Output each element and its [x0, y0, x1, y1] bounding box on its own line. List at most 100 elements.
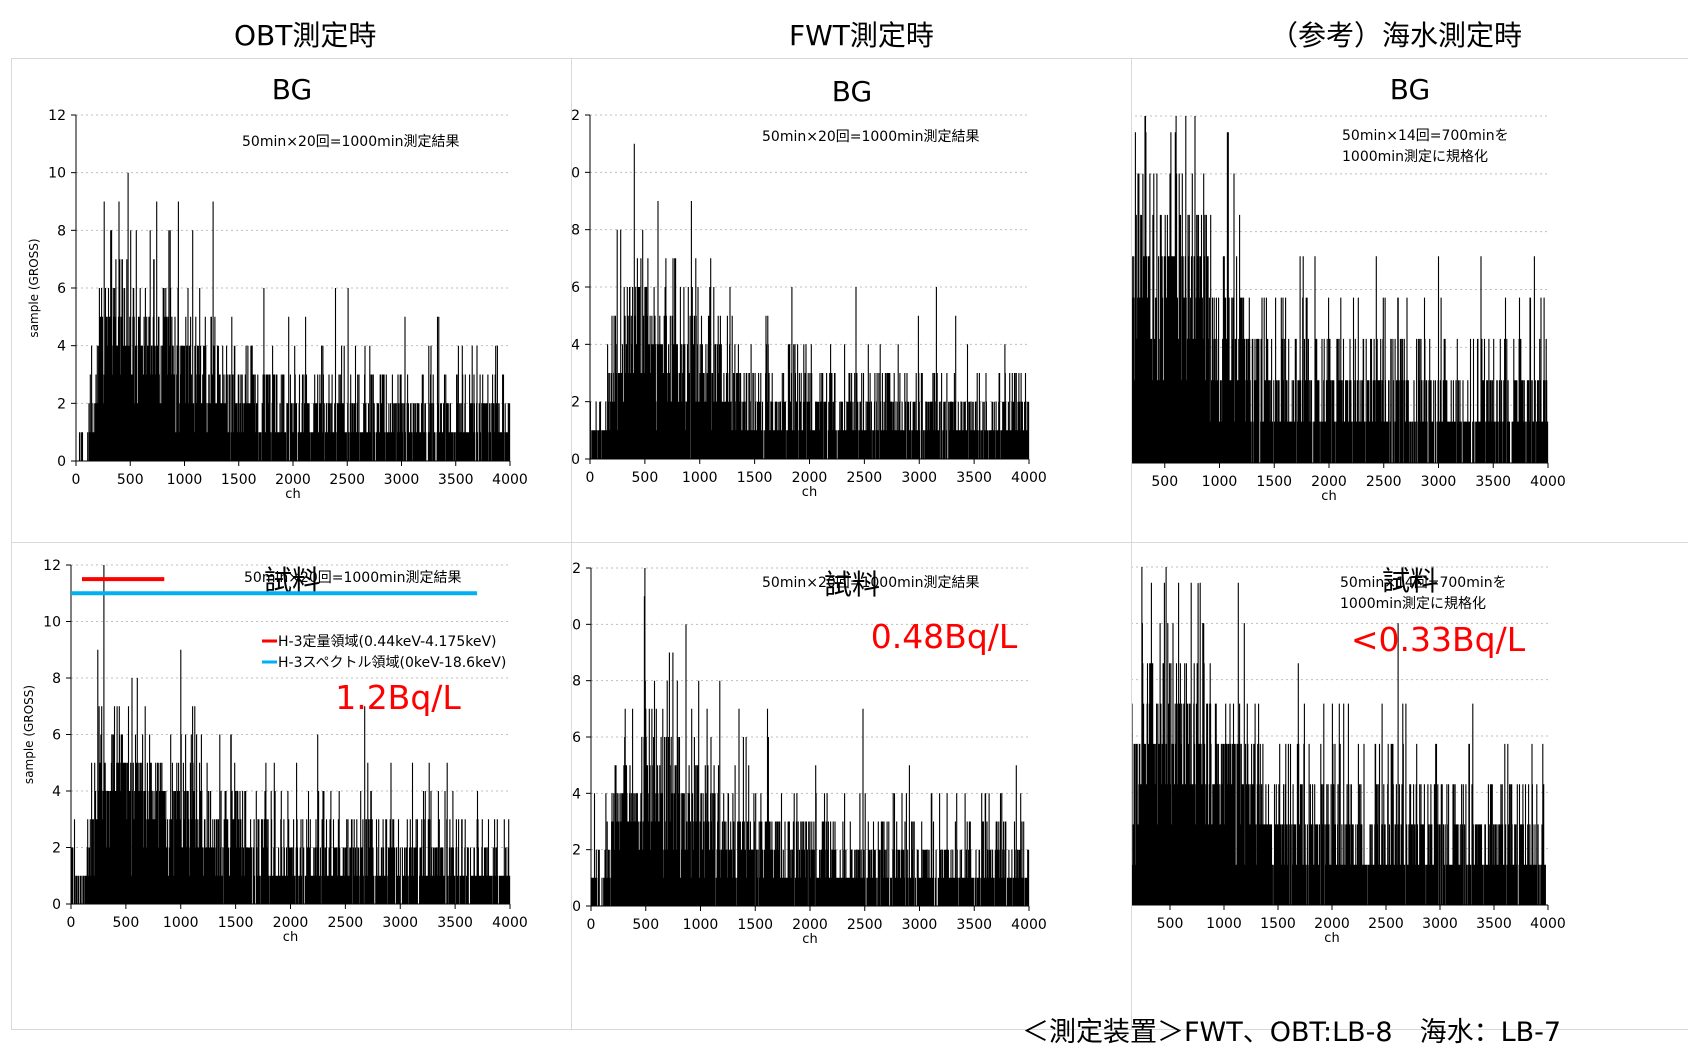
y-tick-label: 2 — [52, 841, 61, 857]
spectrum-series — [70, 565, 511, 904]
plot-area: 0246810120500100015002000250030003500400… — [572, 108, 1047, 500]
y-tick-label: 4 — [572, 337, 580, 353]
spectrum-series — [590, 568, 1030, 906]
chart-panel-fwt-bg: BG 0 2 4 6 8 10 12 0 500 1000 1500 2000 2500 3000 3500… — [571, 58, 1133, 544]
x-tick-label: 2000 — [1314, 916, 1350, 932]
y-axis-label: sample (GROSS) — [22, 685, 36, 784]
x-tick-label: 500 — [1151, 474, 1178, 490]
x-tick-label: 2000 — [792, 470, 828, 486]
x-axis-label: ch — [802, 485, 817, 500]
y-tick-label: 8 — [572, 223, 580, 239]
x-tick-label: 4000 — [1530, 916, 1566, 932]
plot-area: 0246810120500100015002000250030003500400… — [572, 561, 1047, 947]
y-tick-label: 12 — [572, 561, 581, 577]
result-value: 0.48Bq/L — [871, 617, 1018, 656]
y-tick-label: 8 — [572, 674, 581, 690]
x-tick-label: 3500 — [956, 917, 992, 933]
y-tick-label: 10 — [48, 166, 66, 182]
x-tick-label: 1500 — [218, 915, 254, 931]
x-tick-label: 500 — [117, 472, 144, 488]
column-title-obt: OBT測定時 — [234, 19, 377, 52]
column-title-fwt: FWT測定時 — [789, 19, 934, 52]
x-tick-label: 1500 — [221, 472, 257, 488]
x-tick-label: 3000 — [1422, 916, 1458, 932]
x-tick-label: 500 — [632, 470, 659, 486]
x-tick-label: 1000 — [167, 472, 203, 488]
x-tick-label: 3500 — [1475, 474, 1511, 490]
x-tick-label: 4000 — [1011, 470, 1047, 486]
y-tick-label: 12 — [48, 108, 66, 124]
footer-device-note: ＜測定装置＞FWT、OBT:LB-8 海水：LB-7 — [1022, 1017, 1562, 1048]
x-axis-label: ch — [802, 932, 817, 947]
legend-entry: H-3スペクトル領域(0keV-18.6keV) — [278, 654, 506, 671]
x-tick-label: 0 — [586, 470, 595, 486]
x-tick-label: 0 — [72, 472, 81, 488]
y-tick-label: 0 — [572, 452, 580, 468]
y-tick-label: 4 — [57, 339, 66, 355]
x-tick-label: 4000 — [492, 915, 528, 931]
x-tick-label: 2500 — [1366, 474, 1402, 490]
x-tick-label: 2000 — [273, 915, 309, 931]
x-tick-label: 2500 — [329, 472, 365, 488]
x-tick-label: 4000 — [492, 472, 528, 488]
x-tick-label: 2500 — [847, 470, 883, 486]
chart-title: BG — [271, 73, 313, 106]
y-tick-label: 10 — [572, 617, 581, 633]
x-tick-label: 500 — [1157, 916, 1184, 932]
x-tick-label: 3500 — [437, 915, 473, 931]
chart-panel-fwt-sample: 試料 0 2 4 6 8 10 12 0 500 1000 1500 2000 2500 3000 3500… — [571, 542, 1133, 1030]
measurement-note: 50min×20回=1000min測定結果 — [762, 575, 980, 591]
measurement-note: 1000min測定に規格化 — [1340, 596, 1486, 612]
y-tick-label: 4 — [52, 784, 61, 800]
x-tick-label: 2500 — [847, 917, 883, 933]
x-tick-label: 3000 — [902, 917, 938, 933]
spectrum-series — [589, 143, 1030, 459]
measurement-note: 1000min測定に規格化 — [1342, 149, 1488, 165]
y-tick-label: 8 — [57, 223, 66, 239]
result-value: 1.2Bq/L — [335, 678, 461, 717]
y-tick-label: 12 — [43, 558, 61, 574]
chart-title: BG — [831, 75, 873, 108]
legend-entry: H-3定量領域(0.44keV-4.175keV) — [278, 633, 497, 650]
y-tick-label: 2 — [572, 395, 580, 411]
plot-area: 0246810120500100015002000250030003500400… — [1132, 115, 1566, 504]
y-tick-label: 10 — [572, 165, 580, 181]
measurement-note: 50min×20回=1000min測定結果 — [244, 570, 462, 586]
y-tick-label: 8 — [52, 671, 61, 687]
x-tick-label: 3000 — [384, 472, 420, 488]
x-tick-label: 2000 — [275, 472, 311, 488]
spectrum-series — [1132, 116, 1549, 463]
x-axis-label: ch — [285, 487, 300, 502]
x-tick-label: 500 — [113, 915, 140, 931]
x-tick-label: 1500 — [737, 917, 773, 933]
chart-svg: 0246810120500100015002000250030003500400… — [1132, 115, 1566, 504]
y-tick-label: 6 — [52, 728, 61, 744]
x-tick-label: 1000 — [1206, 916, 1242, 932]
chart-panel-seawater-bg: BG 0246810120500100015002000250030003500… — [1131, 58, 1688, 544]
x-axis-label: ch — [1324, 931, 1339, 946]
x-tick-label: 3000 — [382, 915, 418, 931]
x-tick-label: 4000 — [1530, 474, 1566, 490]
x-tick-label: 1500 — [737, 470, 773, 486]
x-tick-label: 2500 — [328, 915, 364, 931]
measurement-note: 50min×20回=1000min測定結果 — [762, 129, 980, 145]
x-tick-label: 3500 — [956, 470, 992, 486]
x-tick-label: 1000 — [683, 917, 719, 933]
x-tick-label: 2000 — [1311, 474, 1347, 490]
measurement-note: 50min×14回=700minを — [1340, 575, 1507, 591]
x-tick-label: 4000 — [1011, 917, 1047, 933]
spectrum-series — [78, 172, 511, 461]
x-tick-label: 1000 — [682, 470, 718, 486]
x-tick-label: 0 — [67, 915, 76, 931]
x-tick-label: 500 — [632, 917, 659, 933]
x-tick-label: 1000 — [163, 915, 199, 931]
x-axis-label: ch — [283, 930, 298, 945]
y-tick-label: 12 — [572, 108, 580, 124]
chart-panel-obt-bg: BG 0 2 4 6 8 10 12 0 500 1000 1500 2000 2500 3000 3500… — [11, 58, 573, 544]
chart-title: 試料 — [1381, 564, 1438, 597]
chart-panel-seawater-sample: 試料 0246810120500100015002000250030003500… — [1131, 542, 1688, 1030]
y-tick-label: 4 — [572, 786, 581, 802]
